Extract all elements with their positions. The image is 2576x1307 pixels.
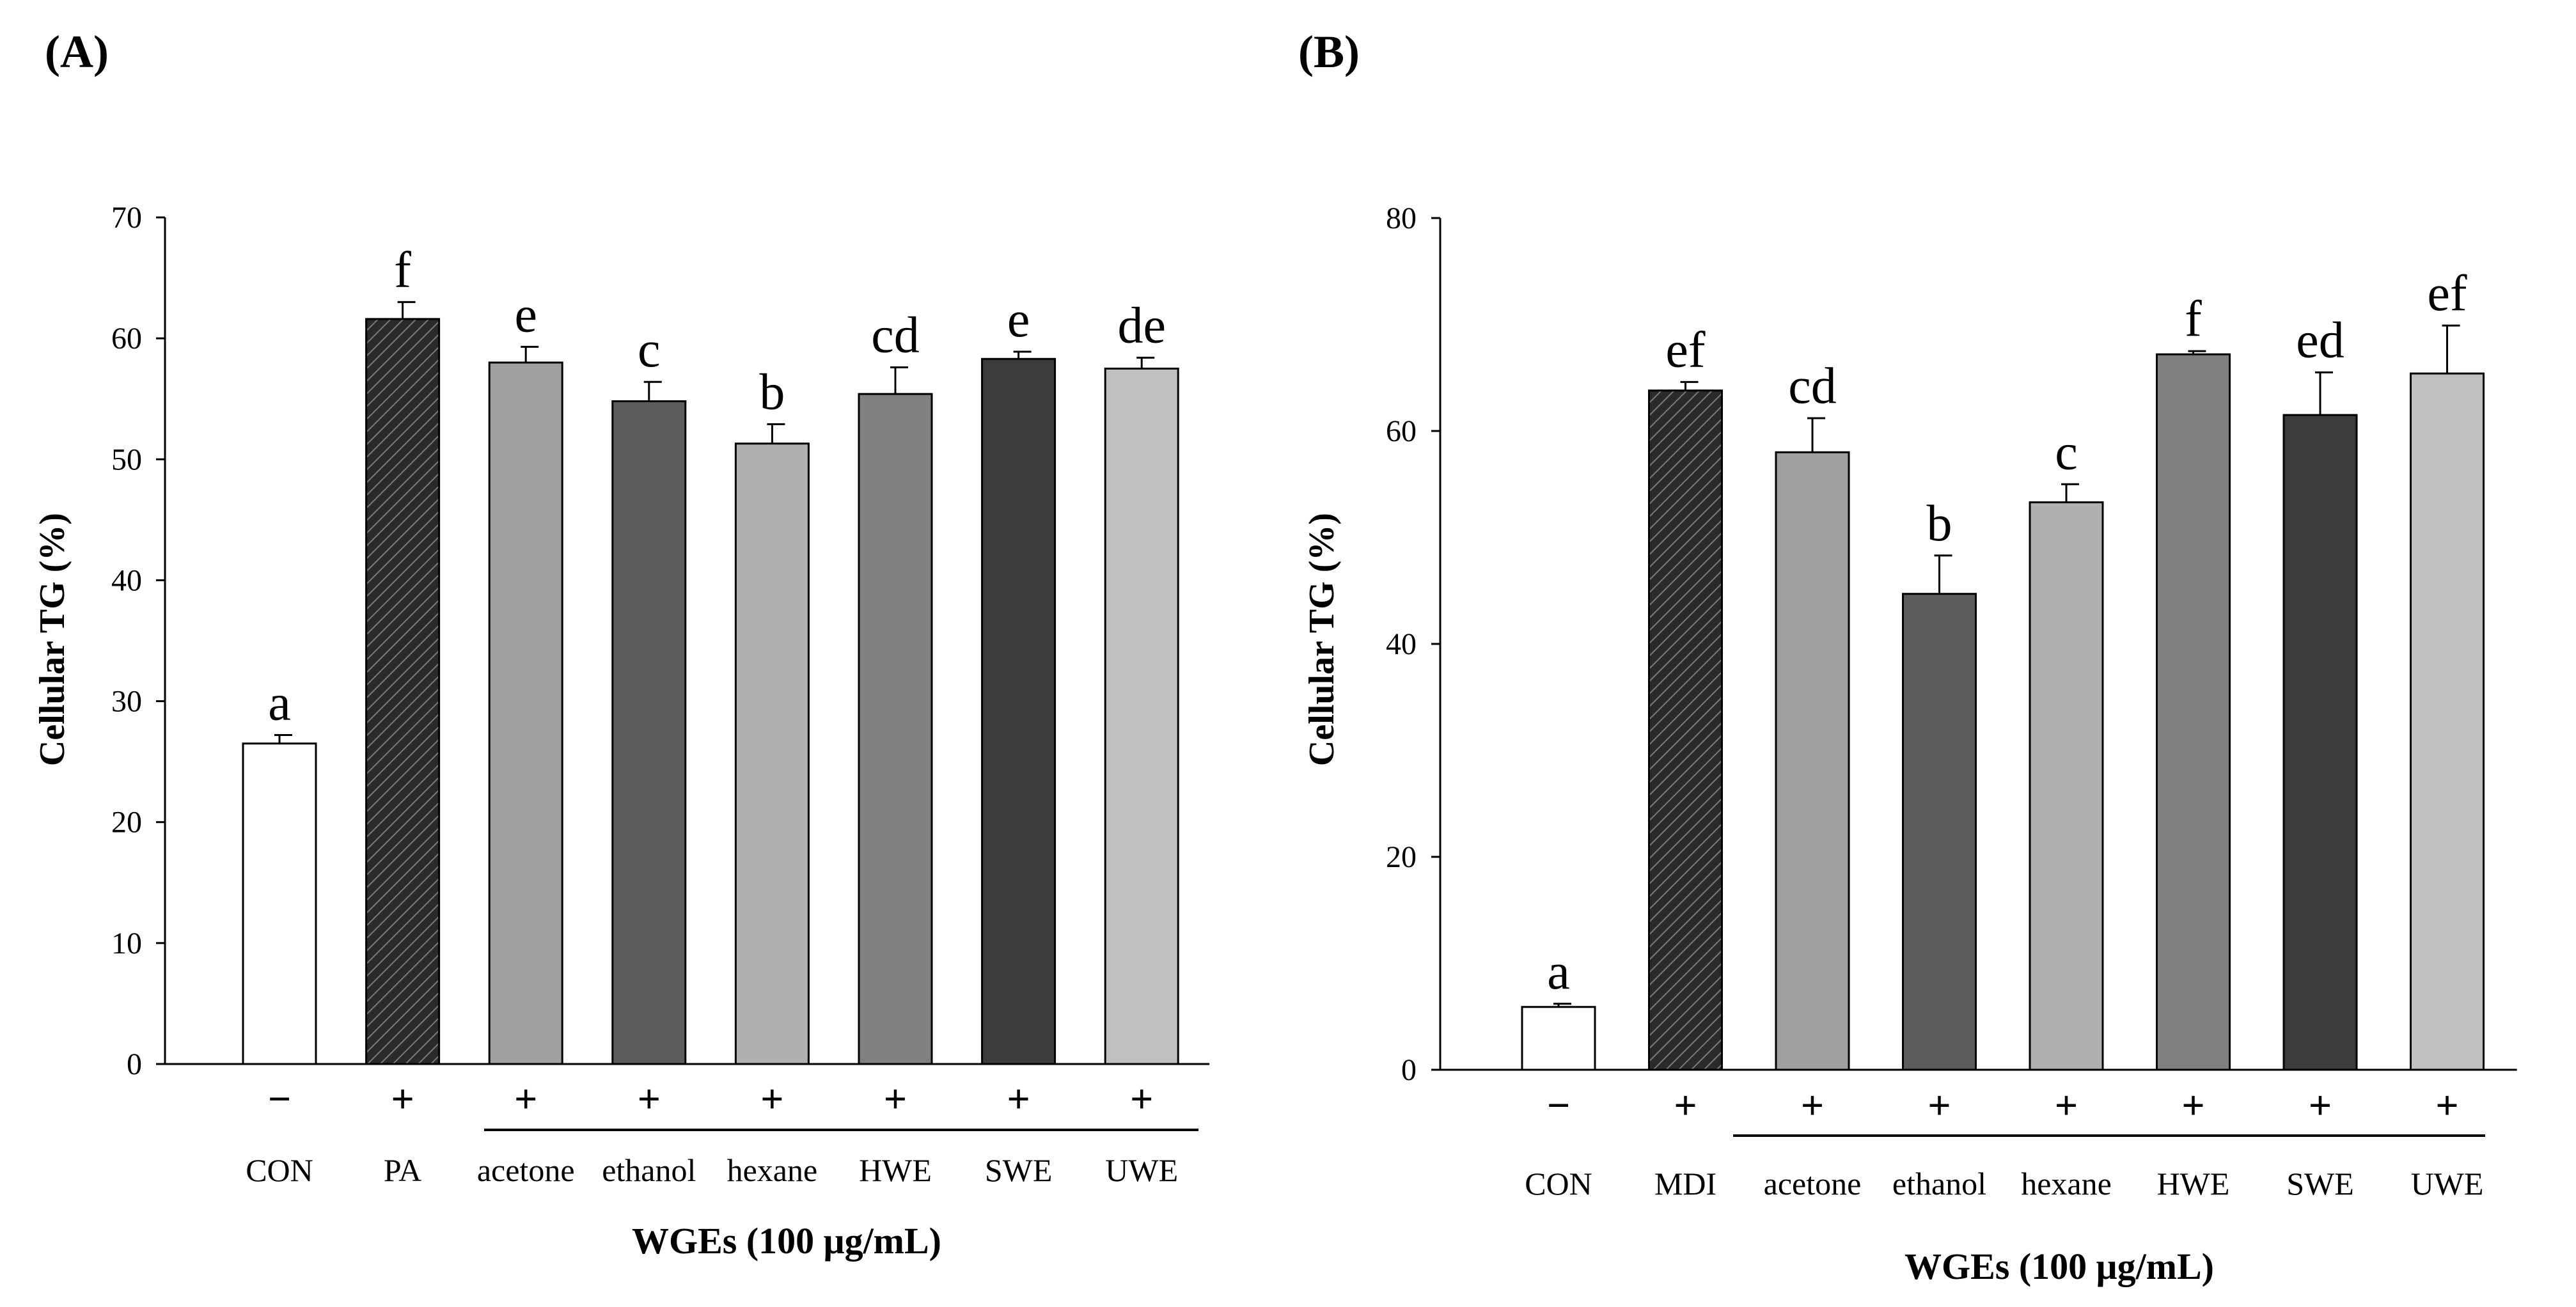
panel-b-bar-acetone <box>1775 451 1850 1071</box>
panel-b: (B) Cellular TG (%) WGEs (100 μg/mL) 0 20… <box>1298 26 2517 1287</box>
panel-a-treatment-sign: + <box>884 1076 907 1122</box>
panel-b-significance-letter: ef <box>1665 322 1706 378</box>
panel-a-category-label: HWE <box>859 1152 932 1188</box>
panel-a-y-tick-label: 30 <box>111 685 142 719</box>
panel-a-category-label: PA <box>384 1152 421 1188</box>
panel-b-significance-letter: cd <box>1788 358 1837 414</box>
panel-b-treatment-sign: + <box>1674 1083 1697 1128</box>
panel-b-x-group-label: WGEs (100 μg/mL) <box>1905 1246 2214 1287</box>
panel-b-bar-ethanol <box>1902 593 1977 1071</box>
panel-b-bar-SWE <box>2282 414 2358 1071</box>
panel-a-y-tick-label: 60 <box>111 322 142 356</box>
panel-b-treatment-sign: + <box>2181 1083 2204 1128</box>
panel-a: (A) Cellular TG (%) WGEs (100 μg/mL) 0 10… <box>33 26 1210 1262</box>
panel-a-bar-HWE <box>858 393 933 1065</box>
panel-b-category-label: CON <box>1525 1166 1592 1201</box>
panel-a-significance-letter: f <box>394 242 411 298</box>
panel-b-significance-letter: c <box>2055 424 2078 480</box>
panel-a-significance-letter: b <box>759 364 785 420</box>
panel-a-bar-CON <box>242 742 317 1065</box>
panel-b-category-label: acetone <box>1764 1166 1862 1201</box>
panel-a-bar-SWE <box>981 357 1056 1065</box>
panel-a-bar-PA <box>365 318 441 1065</box>
panel-a-y-tick-label: 0 <box>127 1047 142 1081</box>
panel-a-category-label: acetone <box>477 1152 575 1188</box>
panel-b-treatment-sign: + <box>1928 1083 1951 1128</box>
panel-a-category-label: ethanol <box>602 1152 696 1188</box>
panel-b-y-tick-label: 20 <box>1386 840 1417 874</box>
panel-a-bar-ethanol <box>611 400 687 1065</box>
panel-a-bar-hexane <box>734 442 810 1065</box>
panel-b-bar-MDI <box>1648 389 1723 1071</box>
panel-a-category-label: hexane <box>727 1152 818 1188</box>
panel-a-y-tick-label: 70 <box>111 201 142 235</box>
panel-b-significance-letter: f <box>2185 291 2202 347</box>
panel-a-treatment-sign: + <box>514 1076 537 1122</box>
panel-a-bar-UWE <box>1104 367 1179 1065</box>
panel-a-category-label: SWE <box>985 1152 1053 1188</box>
panel-a-x-group-label: WGEs (100 μg/mL) <box>632 1220 941 1262</box>
panel-a-y-axis-label: Cellular TG (%) <box>33 513 72 766</box>
panel-a-y-tick-label: 50 <box>111 442 142 476</box>
panel-b-category-label: UWE <box>2411 1166 2484 1201</box>
panel-b-y-tick-label: 40 <box>1386 627 1417 661</box>
panel-b-category-label: hexane <box>2021 1166 2112 1201</box>
panel-a-y-tick-label: 40 <box>111 563 142 597</box>
panel-b-bar-UWE <box>2410 372 2485 1071</box>
panel-b-y-tick-label: 80 <box>1386 201 1417 235</box>
panel-b-treatment-sign: + <box>2055 1083 2078 1128</box>
panel-b-y-axis-label: Cellular TG (%) <box>1302 513 1342 766</box>
panel-a-significance-letter: e <box>514 286 537 343</box>
panel-a-bar-acetone <box>488 361 563 1065</box>
panel-a-treatment-sign: + <box>760 1076 783 1122</box>
panel-b-category-label: HWE <box>2157 1166 2230 1201</box>
panel-b-label: (B) <box>1298 26 1360 77</box>
panel-a-treatment-sign: + <box>1130 1076 1153 1122</box>
panel-a-significance-letter: c <box>638 322 661 378</box>
panel-b-significance-letter: b <box>1927 496 1952 552</box>
panel-a-treatment-sign: + <box>1007 1076 1030 1122</box>
panel-b-category-label: ethanol <box>1892 1166 1986 1201</box>
panel-a-label: (A) <box>45 26 109 77</box>
panel-a-significance-letter: de <box>1117 297 1166 354</box>
panel-b-bar-CON <box>1521 1006 1596 1071</box>
panel-b-category-label: SWE <box>2286 1166 2354 1201</box>
panel-b-category-label: MDI <box>1654 1166 1716 1201</box>
panel-a-treatment-sign: + <box>638 1076 661 1122</box>
panel-a-y-tick-label: 20 <box>111 806 142 840</box>
panel-a-category-label: CON <box>246 1152 313 1188</box>
panel-b-treatment-sign: + <box>2309 1083 2332 1128</box>
panel-b-y-tick-label: 0 <box>1401 1053 1417 1087</box>
panel-b-bar-hexane <box>2029 501 2104 1071</box>
panel-b-significance-letter: ef <box>2427 265 2467 322</box>
panel-b-treatment-sign: + <box>2435 1083 2458 1128</box>
panel-b-y-tick-label: 60 <box>1386 414 1417 448</box>
panel-b-treatment-sign: − <box>1547 1083 1570 1128</box>
panel-a-significance-letter: a <box>268 675 291 732</box>
panel-a-significance-letter: cd <box>871 308 920 364</box>
panel-a-y-tick-label: 10 <box>111 927 142 960</box>
panel-a-treatment-sign: + <box>391 1076 414 1122</box>
panel-b-significance-letter: ed <box>2296 312 2344 368</box>
panel-b-treatment-sign: + <box>1801 1083 1824 1128</box>
panel-a-significance-letter: e <box>1007 292 1030 348</box>
panel-a-treatment-sign: − <box>268 1076 291 1122</box>
panel-b-significance-letter: a <box>1547 944 1570 1000</box>
panel-a-category-label: UWE <box>1105 1152 1178 1188</box>
panel-b-bar-HWE <box>2156 353 2231 1071</box>
